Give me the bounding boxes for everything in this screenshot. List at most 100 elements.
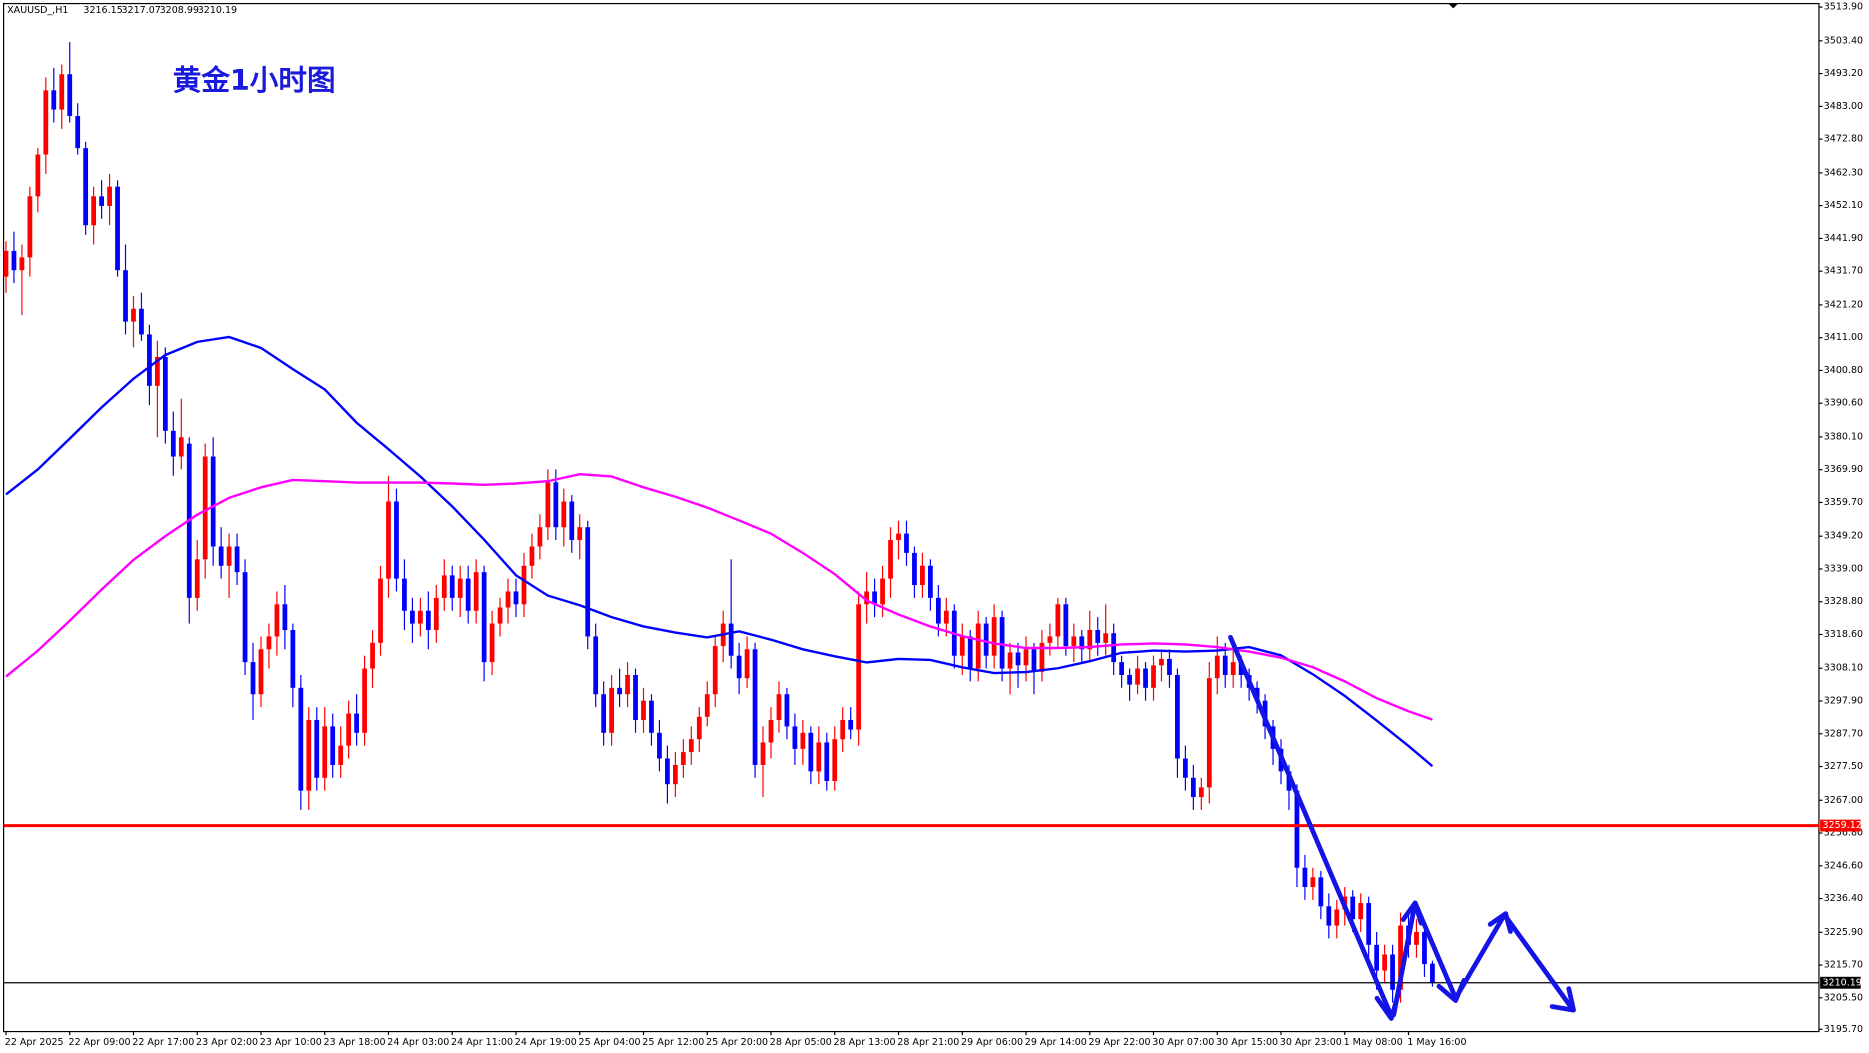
candle-body <box>991 617 997 656</box>
y-tick-label: 3380.10 <box>1824 431 1863 442</box>
candle-body <box>1374 944 1380 971</box>
candle-body <box>417 610 423 624</box>
y-tick-label: 3339.00 <box>1824 563 1863 574</box>
y-tick-label: 3287.70 <box>1824 728 1863 739</box>
candle-body <box>1007 652 1013 669</box>
candle-body <box>545 482 551 528</box>
annotation-arrows <box>1228 634 1576 1021</box>
candle-body <box>1183 758 1188 778</box>
candle-body <box>585 527 591 637</box>
candle-body <box>752 649 758 765</box>
candle-body <box>776 694 782 720</box>
candle-body <box>1127 674 1132 685</box>
candle-body <box>1151 665 1156 688</box>
x-tick-label: 22 Apr 09:00 <box>69 1037 131 1048</box>
candle-body <box>115 186 120 271</box>
y-tick-label: 3503.40 <box>1824 35 1863 46</box>
candle-body <box>513 591 519 605</box>
candle-body <box>959 636 965 656</box>
candle-body <box>370 642 375 669</box>
y-tick-label: 3328.80 <box>1824 596 1863 607</box>
candle-body <box>170 430 176 457</box>
price-level-label: 3210.19 <box>1823 977 1862 988</box>
x-tick-label: 24 Apr 19:00 <box>515 1037 577 1048</box>
candle-body <box>999 617 1005 669</box>
y-tick-label: 3369.90 <box>1824 464 1863 475</box>
candle-body <box>19 257 25 271</box>
candle-body <box>1326 906 1332 926</box>
x-tick-label: 24 Apr 03:00 <box>387 1037 449 1048</box>
candle-body <box>1190 777 1196 798</box>
chart-title: 黄金1小时图 <box>173 63 336 97</box>
candle-body <box>943 610 949 624</box>
arrow-line <box>1228 634 1394 1019</box>
x-tick-label: 24 Apr 11:00 <box>451 1037 513 1048</box>
candle-body <box>736 655 742 679</box>
candle-body <box>1031 649 1037 672</box>
x-tick-label: 25 Apr 20:00 <box>706 1037 768 1048</box>
candle-body <box>880 578 885 605</box>
candle-body <box>250 662 256 695</box>
candle-body <box>449 575 455 598</box>
candle-body <box>306 719 312 791</box>
candle-body <box>338 745 344 765</box>
candle-body <box>1318 877 1324 907</box>
price-level-tag <box>1820 819 1861 832</box>
candle-body <box>864 591 870 605</box>
x-tick-label: 29 Apr 06:00 <box>961 1037 1023 1048</box>
candle-body <box>728 623 734 656</box>
candle-body <box>394 501 399 579</box>
candle-body <box>696 716 702 740</box>
candle-body <box>194 559 200 598</box>
candle-body <box>410 610 415 624</box>
candle-body <box>290 630 296 688</box>
candle-body <box>1294 790 1300 868</box>
candle-body <box>1238 662 1244 675</box>
y-tick-label: 3421.20 <box>1824 299 1863 310</box>
candle-body <box>51 90 57 110</box>
y-tick-label: 3205.50 <box>1824 992 1863 1003</box>
candle-body <box>1366 903 1372 945</box>
candle-body <box>521 565 527 605</box>
candle-body <box>210 456 216 547</box>
candle-body <box>840 719 846 740</box>
candle-body <box>983 623 989 656</box>
candle-body <box>784 694 790 727</box>
candle-body <box>665 758 670 785</box>
candle-body <box>704 694 710 717</box>
candle-body <box>760 742 766 765</box>
x-tick-label: 28 Apr 21:00 <box>897 1037 959 1048</box>
candle-body <box>1310 877 1316 887</box>
candle-body <box>593 636 599 695</box>
candle-body <box>1071 636 1077 647</box>
candle-body <box>354 713 359 733</box>
candle-body <box>1055 604 1061 637</box>
candle-body <box>457 578 463 598</box>
candle-body <box>107 186 112 206</box>
candle-body <box>688 739 694 753</box>
y-tick-label: 3256.80 <box>1824 828 1863 839</box>
candle-body <box>314 719 320 778</box>
candle-body <box>75 116 81 149</box>
header: XAUUSD_,H1 3216.15 3217.07 3208.99 3210.… <box>7 5 237 16</box>
candle-body <box>465 578 471 611</box>
candle-body <box>625 674 630 695</box>
candle-body <box>378 578 383 643</box>
candle-body <box>641 700 646 720</box>
y-tick-label: 3277.50 <box>1824 761 1863 772</box>
y-tick-label: 3462.30 <box>1824 167 1863 178</box>
candle-body <box>927 565 933 598</box>
candle-body <box>1079 636 1085 650</box>
x-tick-label: 28 Apr 05:00 <box>770 1037 832 1048</box>
candle-body <box>441 575 447 598</box>
x-tick-label: 25 Apr 04:00 <box>579 1037 641 1048</box>
candle-body <box>155 356 160 386</box>
candle-body <box>744 649 750 679</box>
candle-body <box>330 726 336 765</box>
candle-body <box>1334 909 1340 926</box>
candle-body <box>529 546 535 566</box>
candle-body <box>1119 662 1125 675</box>
y-tick-label: 3431.70 <box>1824 266 1863 277</box>
candle-body <box>242 572 248 663</box>
